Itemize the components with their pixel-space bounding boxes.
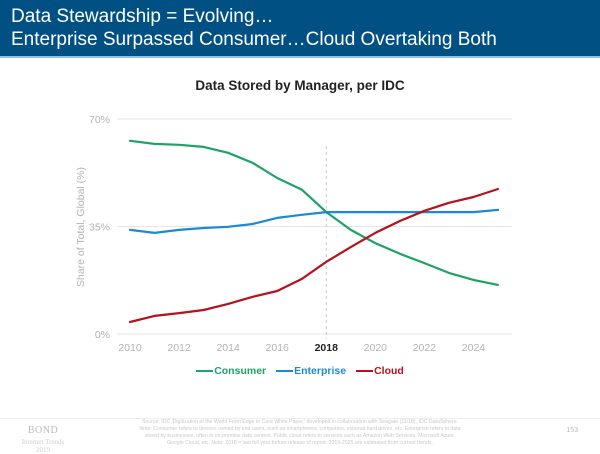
footer-divider [0,418,600,419]
source-line: stored by businesses, often in on-premis… [144,433,456,439]
legend-swatch-icon [276,370,294,372]
legend-item-cloud: Cloud [356,365,404,377]
series-line-consumer [128,139,500,286]
legend-item-consumer: Consumer [196,365,266,377]
legend-item-enterprise: Enterprise [276,365,346,377]
legend-label: Enterprise [294,365,347,377]
legend-label: Consumer [214,365,267,377]
y-tick-label: 0% [95,329,110,341]
slide-title-line2: Enterprise Surpassed Consumer…Cloud Over… [11,29,497,50]
x-tick-label: 2016 [266,342,290,354]
legend-swatch-icon [356,370,374,372]
legend-label: Cloud [374,365,404,377]
brand-subtitle: Internet Trends [21,438,65,446]
source-note: Source: IDC 'Digitization of the World F… [110,419,490,447]
x-tick-label: 2020 [364,342,388,354]
chart-legend: Consumer Enterprise Cloud [0,365,600,377]
series-line-enterprise [128,208,500,234]
x-tick-label: 2012 [167,342,191,354]
x-tick-label: 2018 [315,342,339,354]
x-tick-label: 2022 [413,342,437,354]
source-line: Source: IDC 'Digitization of the World F… [141,419,459,425]
y-tick-label: 70% [89,114,110,126]
source-line: Google Cloud, etc. Note: 2018 = last ful… [166,440,433,446]
source-line: Note: Consumer refers to devices owned b… [139,426,461,432]
legend-swatch-icon [196,370,214,372]
header-divider [0,56,600,58]
slide-title-line1: Data Stewardship = Evolving… [11,6,274,27]
x-tick-label: 2010 [118,342,142,354]
chart-title: Data Stored by Manager, per IDC [195,78,405,93]
y-axis-label: Share of Total, Global (%) [75,167,87,287]
series-line-cloud [128,187,500,324]
x-tick-label: 2014 [216,342,240,354]
brand-year: 2019 [36,446,50,454]
bond-logo: BOND [27,425,59,436]
slide-header: Data Stewardship = Evolving… Enterprise … [0,0,600,56]
x-tick-label: 2024 [462,342,486,354]
y-tick-label: 35% [89,222,110,234]
page-number: 153 [566,427,578,434]
